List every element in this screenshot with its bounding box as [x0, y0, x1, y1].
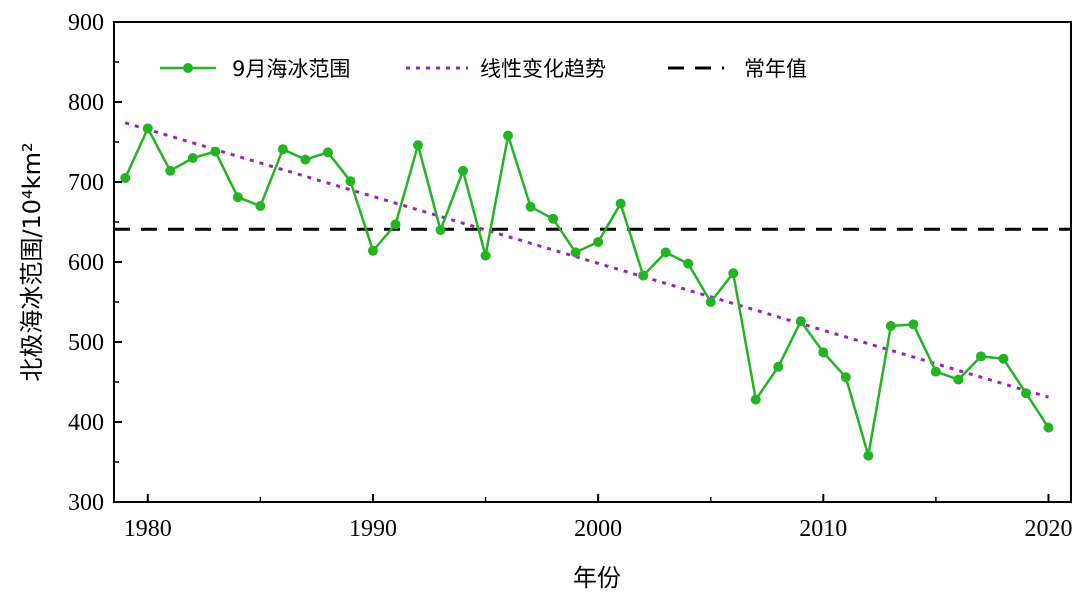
sea-ice-point	[863, 450, 874, 461]
sea-ice-point	[998, 353, 1009, 364]
sea-ice-point	[728, 268, 739, 279]
plot-frame	[113, 21, 1072, 503]
trend-line	[124, 121, 1049, 399]
sea-ice-point	[705, 297, 716, 307]
sea-ice-point	[367, 245, 378, 256]
sea-ice-point	[435, 225, 446, 235]
x-tick-label: 1980	[124, 516, 172, 542]
sea-ice-point	[458, 165, 469, 176]
sea-ice-point	[773, 361, 784, 372]
sea-ice-point	[975, 351, 986, 362]
sea-ice-point	[232, 192, 243, 203]
sea-ice-point	[525, 201, 536, 212]
y-tick-label: 400	[68, 410, 104, 436]
legend-label-normal: 常年值	[744, 57, 807, 81]
x-tick-label: 2020	[1024, 516, 1072, 542]
sea-ice-point	[390, 219, 401, 230]
sea-ice-point	[412, 140, 423, 151]
y-tick-label: 700	[68, 170, 104, 196]
sea-ice-point	[255, 201, 266, 211]
sea-ice-point	[322, 147, 333, 158]
sea-ice-point	[165, 165, 176, 176]
y-axis-title: 北极海冰范围/10⁴km²	[18, 142, 46, 381]
sea-ice-point	[1020, 388, 1031, 399]
legend-marker-sea-ice	[183, 63, 193, 73]
sea-ice-point	[210, 146, 221, 157]
y-tick-label: 900	[68, 10, 104, 36]
sea-ice-point	[638, 270, 649, 281]
sea-ice-point	[953, 374, 964, 385]
sea-ice-point	[930, 366, 941, 377]
y-tick-label: 300	[68, 490, 104, 516]
sea-ice-point	[795, 316, 806, 327]
y-tick-label: 500	[68, 330, 104, 356]
sea-ice-point	[277, 144, 288, 155]
x-tick-label: 2010	[799, 516, 847, 542]
sea-ice-point	[345, 176, 356, 187]
sea-ice-point	[300, 154, 311, 165]
sea-ice-point	[593, 237, 604, 247]
x-tick-label: 1990	[349, 516, 397, 542]
sea-ice-point	[1043, 422, 1054, 433]
sea-ice-point	[750, 394, 761, 405]
sea-ice-point	[120, 173, 131, 183]
y-tick-label: 600	[68, 250, 104, 276]
sea-ice-extent-line	[124, 127, 1050, 457]
sea-ice-point	[908, 319, 919, 330]
x-axis-title: 年份	[573, 564, 621, 592]
sea-ice-point	[187, 153, 198, 163]
sea-ice-point	[480, 250, 491, 261]
y-tick-label: 800	[68, 90, 104, 116]
sea-ice-point	[885, 321, 896, 331]
legend-label-trend: 线性变化趋势	[480, 57, 606, 81]
sea-ice-point	[683, 258, 694, 269]
sea-ice-point	[570, 247, 581, 258]
sea-ice-point	[142, 123, 153, 134]
sea-ice-point	[818, 347, 829, 358]
legend-label-sea-ice: 9月海冰范围	[232, 57, 350, 81]
sea-ice-point	[840, 372, 851, 383]
sea-ice-point	[660, 247, 671, 258]
sea-ice-point	[503, 130, 514, 141]
x-tick-label: 2000	[574, 516, 622, 542]
sea-ice-point	[615, 198, 626, 209]
sea-ice-point	[548, 213, 559, 224]
